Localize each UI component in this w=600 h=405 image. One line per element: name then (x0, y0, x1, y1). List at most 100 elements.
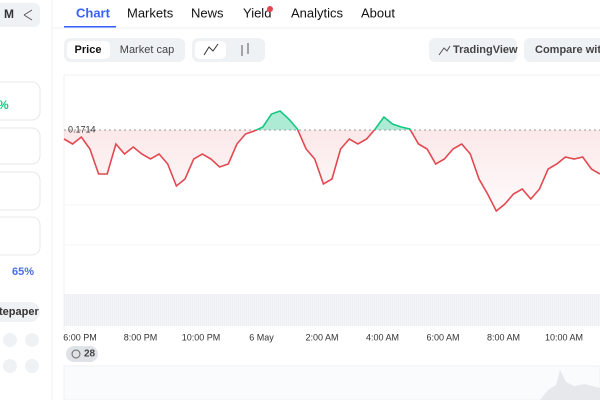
line-icon (203, 43, 219, 56)
navigator[interactable] (63, 365, 600, 401)
icon[interactable] (3, 333, 17, 347)
volume-bar (164, 294, 166, 326)
volume-bar (204, 294, 206, 326)
volume-bar (458, 294, 460, 326)
nav-tab[interactable]: Chart (76, 5, 111, 20)
volume-bar (436, 294, 438, 326)
volume-bar (490, 294, 492, 326)
candle-icon (241, 43, 249, 56)
volume-bar (568, 294, 570, 326)
volume-bar (446, 294, 448, 326)
volume-bar (86, 294, 88, 326)
volume-bar (384, 294, 386, 326)
volume-bar (430, 294, 432, 326)
nav-tab[interactable]: News (191, 5, 224, 20)
volume-bar (494, 294, 496, 326)
compare-label[interactable]: Compare with (535, 44, 600, 56)
volume-bar (254, 294, 256, 326)
volume-bar (68, 294, 70, 326)
volume-bar (584, 294, 586, 326)
volume-bar (572, 294, 574, 326)
tradingview-label[interactable]: TradingView (453, 44, 518, 56)
tradingview-button[interactable] (429, 38, 517, 62)
volume-bar (84, 294, 86, 326)
volume-bar (100, 294, 102, 326)
volume-bar (128, 294, 130, 326)
volume-bar (276, 294, 278, 326)
link-pill[interactable] (0, 302, 40, 322)
volume-bar (524, 294, 526, 326)
volume-bar (142, 294, 144, 326)
volume-bar (510, 294, 512, 326)
volume-bar (502, 294, 504, 326)
volume-bar (266, 294, 268, 326)
volume-bar (552, 294, 554, 326)
volume-bar (422, 294, 424, 326)
volume-bar (244, 294, 246, 326)
line-type-button[interactable] (195, 41, 226, 59)
volume-bar (586, 294, 588, 326)
volume-bar (418, 294, 420, 326)
x-tick-label: 6:00 PM (63, 332, 97, 342)
volume-bar (454, 294, 456, 326)
volume-bar (256, 294, 258, 326)
volume-bar (434, 294, 436, 326)
volume-bar (190, 294, 192, 326)
area-down (64, 130, 600, 211)
stat-box (0, 127, 41, 165)
volume-bar (166, 294, 168, 326)
volume-bar (182, 294, 184, 326)
volume-bar (358, 294, 360, 326)
icon[interactable] (25, 359, 39, 373)
volume-bar (592, 294, 594, 326)
volume-bar (526, 294, 528, 326)
volume-bar (316, 294, 318, 326)
volume-bar (354, 294, 356, 326)
nav-tab[interactable]: Yield (243, 5, 271, 20)
share-button[interactable] (16, 3, 40, 27)
volume-bar (544, 294, 546, 326)
volume-bar (498, 294, 500, 326)
volume-bar (214, 294, 216, 326)
volume-bar (334, 294, 336, 326)
volume-bar (444, 294, 446, 326)
volume-bar (386, 294, 388, 326)
volume-bar (134, 294, 136, 326)
nav-tab[interactable]: Analytics (291, 5, 344, 20)
volume-bar (124, 294, 126, 326)
icon[interactable] (3, 359, 17, 373)
volume-bar (504, 294, 506, 326)
volume-bar (520, 294, 522, 326)
volume-bar (462, 294, 464, 326)
nav-tab[interactable]: About (361, 5, 395, 20)
volume-bar (558, 294, 560, 326)
nav-tab[interactable]: Markets (127, 5, 174, 20)
volume-bar (484, 294, 486, 326)
volume-bar (92, 294, 94, 326)
volume-bar (574, 294, 576, 326)
volume-bar (340, 294, 342, 326)
volume-bar (528, 294, 530, 326)
volume-bar (246, 294, 248, 326)
volume-bar (508, 294, 510, 326)
volume-bar (188, 294, 190, 326)
volume-bar (312, 294, 314, 326)
toggle-label[interactable]: Market cap (120, 44, 174, 56)
link-text: tepaper (0, 306, 39, 318)
volume-bar (588, 294, 590, 326)
toggle-label[interactable]: Price (75, 44, 102, 56)
volume-bar (570, 294, 572, 326)
volume-bar (578, 294, 580, 326)
volume-bar (450, 294, 452, 326)
volume-bar (82, 294, 84, 326)
volume-bar (140, 294, 142, 326)
compare-button[interactable] (524, 38, 600, 62)
reference-label: 0.1714 (68, 124, 96, 134)
volume-bar (368, 294, 370, 326)
volume-bar (310, 294, 312, 326)
icon[interactable] (25, 333, 39, 347)
volume-bar (394, 294, 396, 326)
toggle-active[interactable] (67, 41, 110, 59)
x-tick-label: 6:00 AM (426, 332, 459, 342)
